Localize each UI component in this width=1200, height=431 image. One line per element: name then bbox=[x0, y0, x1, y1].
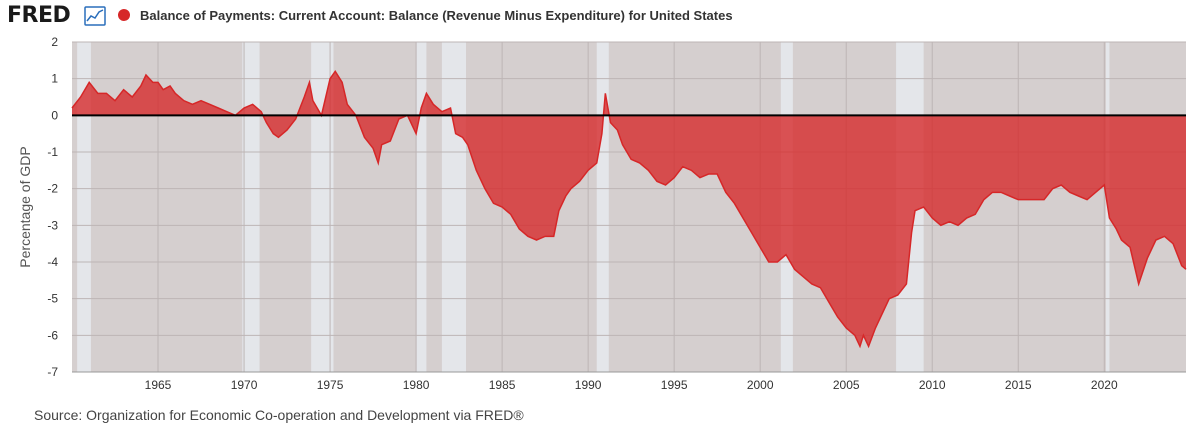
series-area bbox=[72, 71, 1186, 347]
y-axis-label: Percentage of GDP bbox=[17, 146, 33, 267]
y-tick-label: 0 bbox=[51, 108, 58, 122]
plot-background bbox=[72, 42, 1186, 372]
y-tick-label: -1 bbox=[47, 145, 58, 159]
y-tick-label: 1 bbox=[51, 72, 58, 86]
x-tick-label: 1985 bbox=[489, 378, 516, 392]
fred-logo[interactable]: FRED bbox=[7, 3, 71, 28]
x-tick-label: 2010 bbox=[919, 378, 946, 392]
x-tick-label: 2020 bbox=[1091, 378, 1118, 392]
legend-marker[interactable] bbox=[118, 9, 130, 21]
y-tick-label: -2 bbox=[47, 182, 58, 196]
recession-band bbox=[242, 42, 260, 372]
y-tick-label: -3 bbox=[47, 218, 58, 232]
x-tick-label: 1990 bbox=[575, 378, 602, 392]
y-tick-label: -4 bbox=[47, 255, 58, 269]
x-tick-label: 1970 bbox=[231, 378, 258, 392]
y-tick-label: -7 bbox=[47, 365, 58, 379]
x-tick-label: 1995 bbox=[661, 378, 688, 392]
y-tick-label: 2 bbox=[51, 35, 58, 49]
x-tick-label: 2005 bbox=[833, 378, 860, 392]
chart-area[interactable]: 2 1 0 -1 -2 -3 -4 -5 -6 -7 1965 1970 1975 1980 1985 199… bbox=[0, 0, 1200, 405]
y-tick-label: -5 bbox=[47, 292, 58, 306]
recession-band bbox=[596, 42, 609, 372]
source-note: Source: Organization for Economic Co-ope… bbox=[34, 407, 524, 423]
x-tick-label: 2015 bbox=[1005, 378, 1032, 392]
line-chart-icon bbox=[84, 6, 106, 26]
series-title[interactable]: Balance of Payments: Current Account: Ba… bbox=[140, 8, 733, 23]
recession-band bbox=[441, 42, 466, 372]
chart-header: FRED Balance of Payments: Current Accoun… bbox=[0, 0, 1200, 34]
x-tick-label: 1980 bbox=[403, 378, 430, 392]
recession-band bbox=[77, 42, 91, 372]
recession-band bbox=[416, 42, 427, 372]
series-line bbox=[71, 69, 1187, 349]
y-tick-label: -6 bbox=[47, 328, 58, 342]
recession-band bbox=[311, 42, 334, 372]
x-tick-label: 1975 bbox=[317, 378, 344, 392]
x-tick-label: 1965 bbox=[145, 378, 172, 392]
x-tick-label: 2000 bbox=[747, 378, 774, 392]
